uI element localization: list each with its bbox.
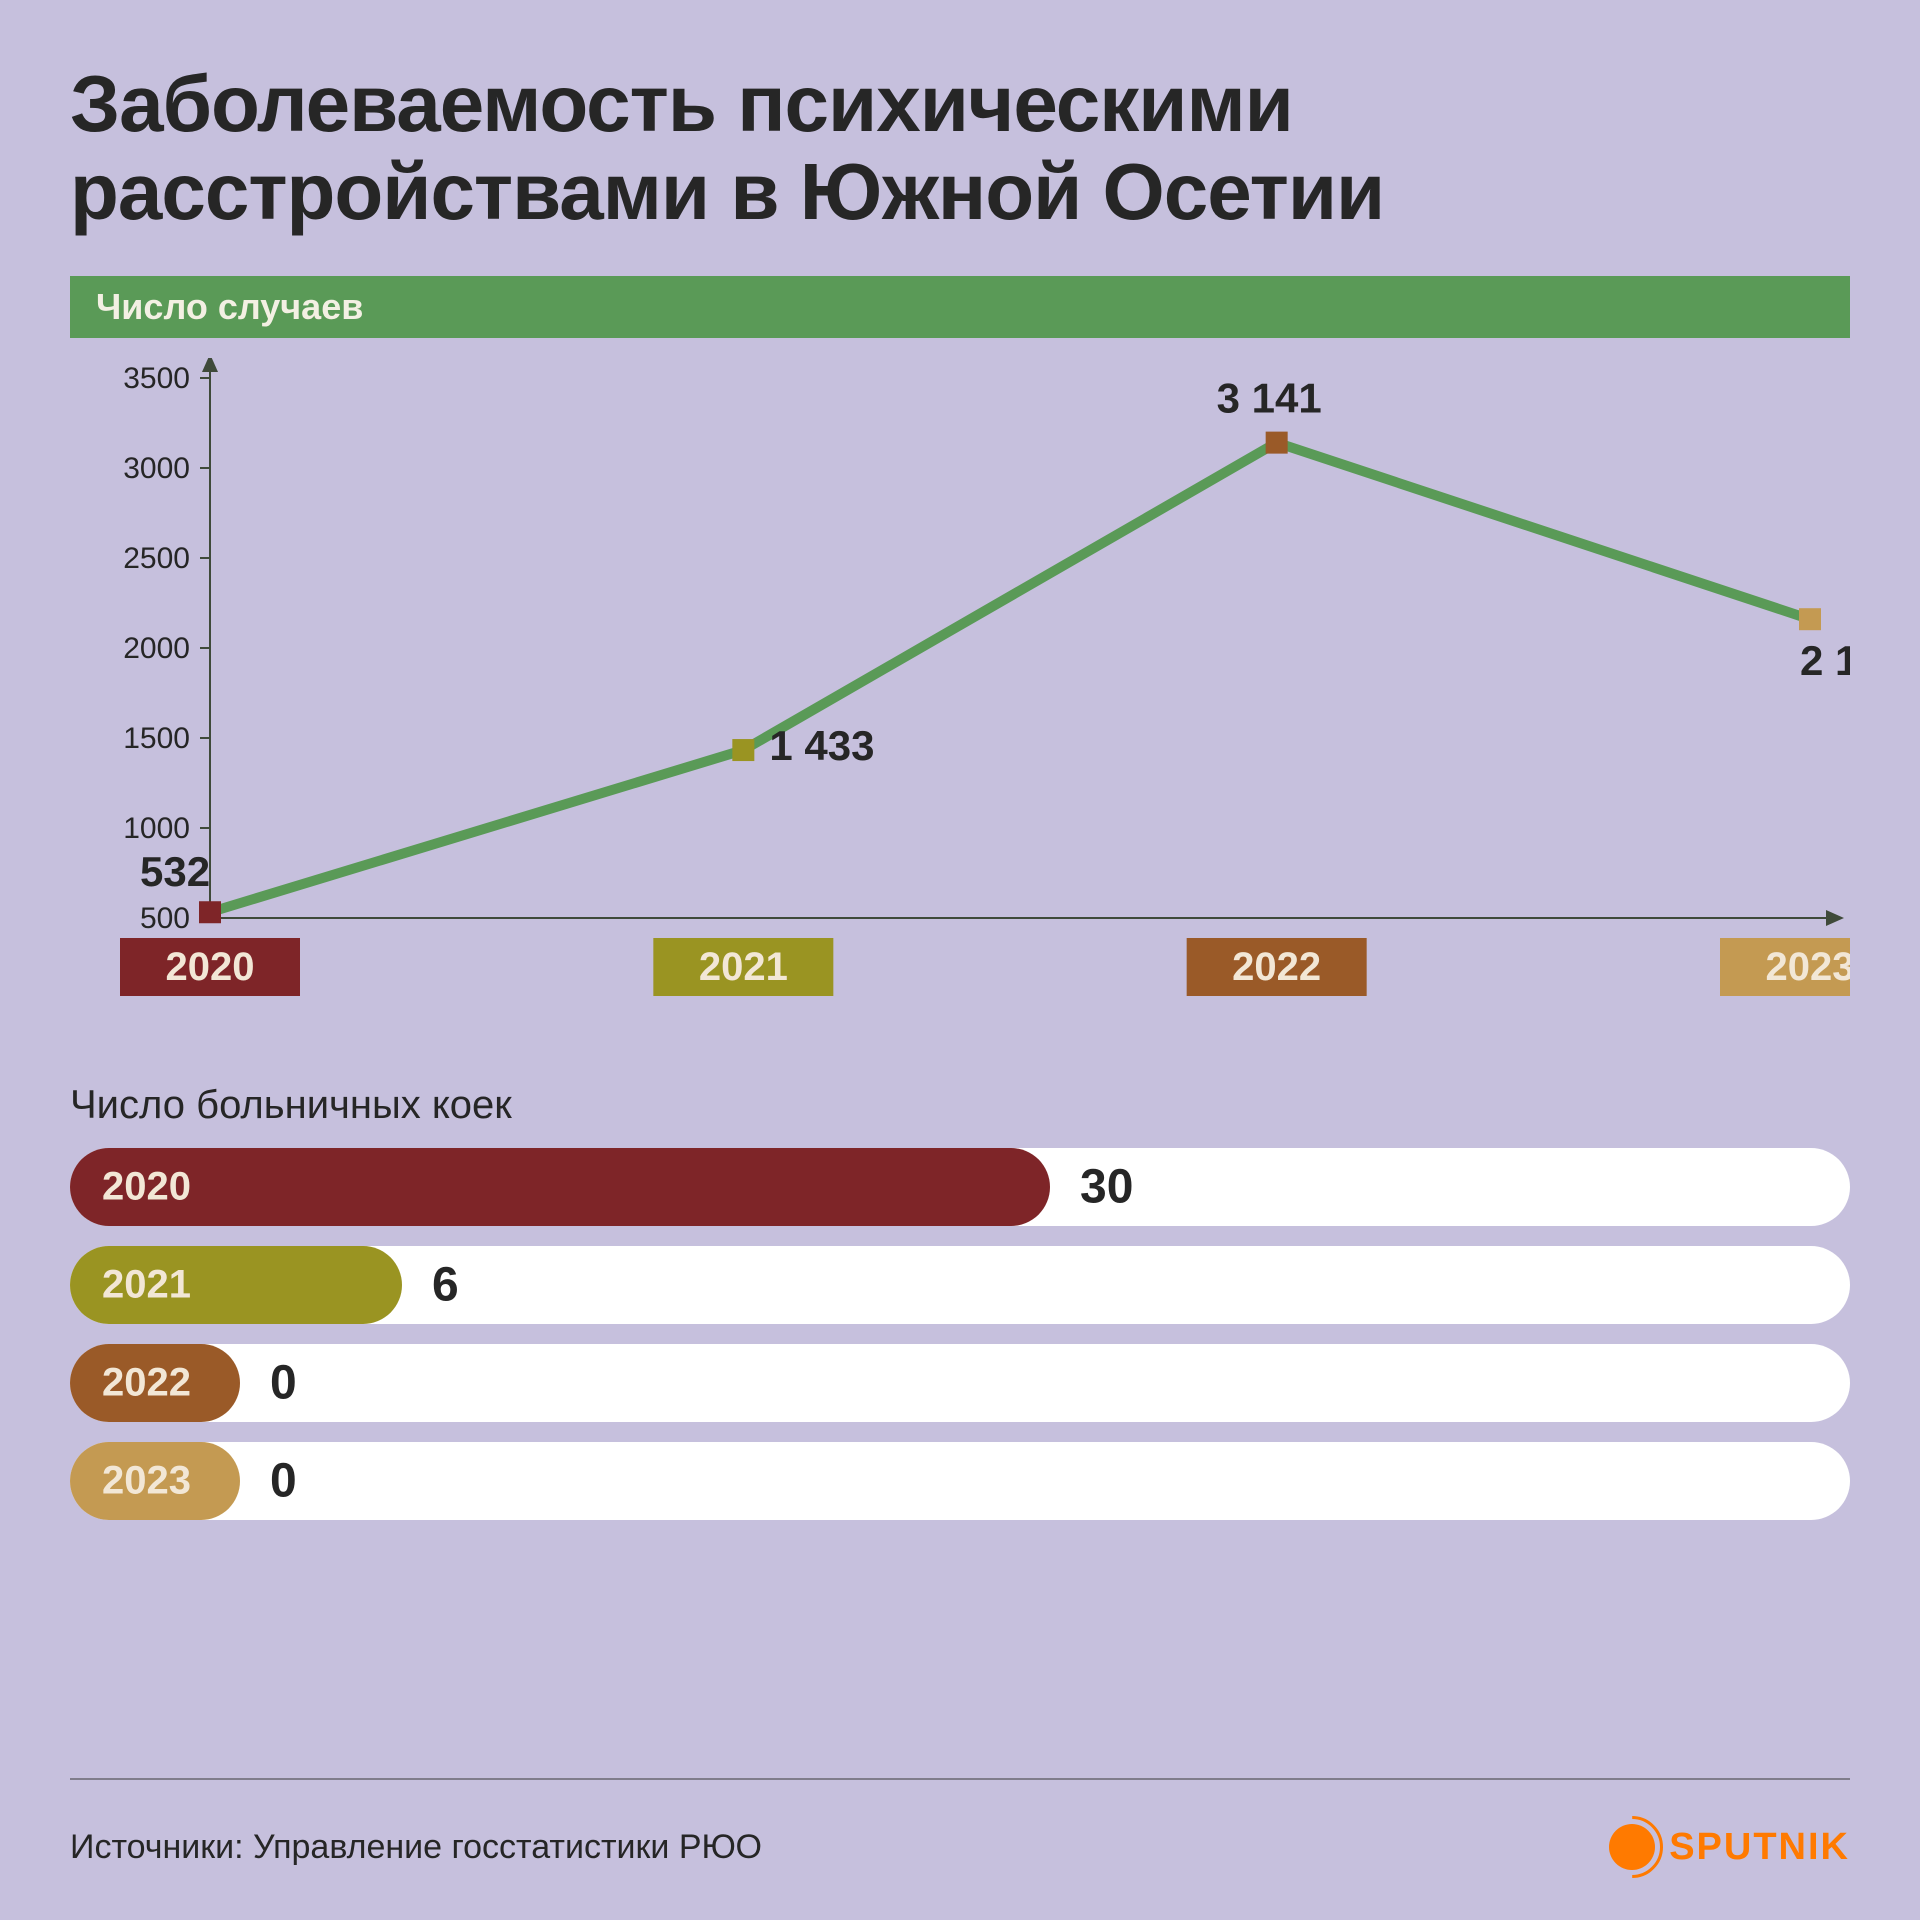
bed-row: 2022 0 xyxy=(70,1344,1850,1422)
bed-value: 6 xyxy=(432,1258,459,1313)
ytick-label: 500 xyxy=(140,902,190,935)
footer-divider xyxy=(70,1778,1850,1780)
ytick-label: 3000 xyxy=(123,452,190,485)
title-line-2: расстройствами в Южной Осетии xyxy=(70,147,1384,236)
xaxis-year: 2023 xyxy=(1766,945,1850,989)
beds-title: Число больничных коек xyxy=(70,1083,1850,1128)
bed-row: 2023 0 xyxy=(70,1442,1850,1520)
beds-rows: 2020 30 2021 6 2022 0 2023 0 xyxy=(70,1148,1850,1520)
point-label: 532 xyxy=(140,848,210,895)
line-chart-svg: 500 1000 1500 2000 2500 3000 3500 532 2020 1 433 2… xyxy=(70,358,1850,1038)
bed-row: 2021 6 xyxy=(70,1246,1850,1324)
bed-row: 2020 30 xyxy=(70,1148,1850,1226)
point-label: 1 433 xyxy=(769,722,874,769)
bed-year: 2020 xyxy=(102,1165,191,1210)
source-text: Источники: Управление госстатистики РЮО xyxy=(70,1828,762,1867)
ytick-label: 3500 xyxy=(123,362,190,395)
bed-fill xyxy=(70,1148,1050,1226)
xaxis-year: 2022 xyxy=(1232,945,1321,989)
brand-name: SPUTNIK xyxy=(1669,1826,1850,1869)
bed-value: 0 xyxy=(270,1356,297,1411)
xaxis-year: 2020 xyxy=(166,945,255,989)
cases-badge: Число случаев xyxy=(70,276,1850,338)
bed-value: 0 xyxy=(270,1454,297,1509)
xaxis-year: 2021 xyxy=(699,945,788,989)
bed-year: 2021 xyxy=(102,1263,191,1308)
footer: Источники: Управление госстатистики РЮО … xyxy=(70,1824,1850,1870)
bed-value: 30 xyxy=(1080,1160,1133,1215)
brand-logo-icon xyxy=(1609,1824,1655,1870)
brand: SPUTNIK xyxy=(1609,1824,1850,1870)
title-line-1: Заболеваемость психическими xyxy=(70,59,1293,148)
ytick-label: 1500 xyxy=(123,722,190,755)
line-chart: 500 1000 1500 2000 2500 3000 3500 532 2020 1 433 2… xyxy=(70,358,1850,1043)
ytick-label: 2500 xyxy=(123,542,190,575)
bed-year: 2022 xyxy=(102,1361,191,1406)
page-title: Заболеваемость психическими расстройства… xyxy=(70,60,1850,236)
ytick-label: 1000 xyxy=(123,812,190,845)
infographic-card: Заболеваемость психическими расстройства… xyxy=(0,0,1920,1920)
point-label: 2 160 xyxy=(1800,637,1850,684)
bed-year: 2023 xyxy=(102,1459,191,1504)
point-label: 3 141 xyxy=(1217,375,1322,422)
ytick-label: 2000 xyxy=(123,632,190,665)
